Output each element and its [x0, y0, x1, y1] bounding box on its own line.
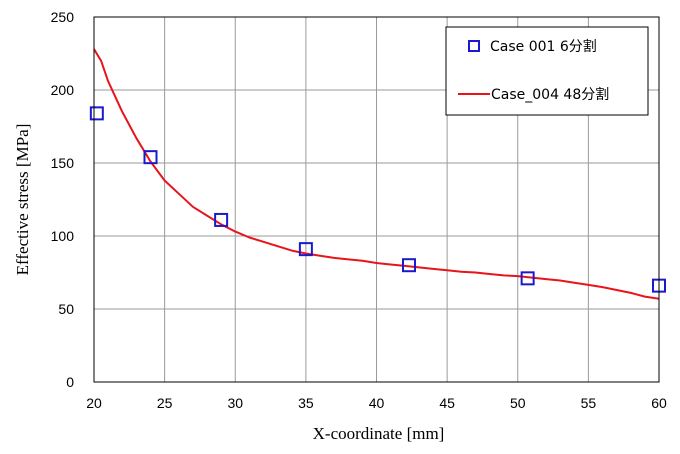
y-tick-label: 150: [51, 155, 75, 171]
y-axis-title: Effective stress [MPa]: [13, 124, 32, 276]
x-tick-label: 20: [86, 395, 102, 411]
legend-marker-square-icon: [468, 40, 480, 52]
data-point-case-001: [89, 106, 104, 121]
y-tick-label: 200: [51, 82, 75, 98]
data-point-case-001: [298, 242, 313, 257]
x-axis-title: X-coordinate [mm]: [313, 424, 445, 443]
x-tick-label: 35: [298, 395, 314, 411]
y-tick-label: 250: [51, 9, 75, 25]
x-tick-label: 45: [439, 395, 455, 411]
x-tick-label: 30: [227, 395, 243, 411]
series-line-group: [93, 48, 660, 300]
series-line-case-004: [93, 48, 660, 300]
y-tick-label: 0: [66, 374, 74, 390]
x-tick-label: 40: [369, 395, 385, 411]
x-tick-label: 50: [510, 395, 526, 411]
x-tick-labels: 20 25 30 35 40 45 50 55 60: [86, 395, 667, 411]
x-tick-label: 55: [581, 395, 597, 411]
y-tick-label: 50: [58, 301, 74, 317]
legend-label-case-001: Case 001 6分割: [490, 38, 597, 55]
data-point-case-001: [143, 150, 158, 165]
y-tick-labels: 0 50 100 150 200 250: [51, 9, 75, 390]
y-tick-label: 100: [51, 228, 75, 244]
data-point-case-001: [401, 258, 416, 273]
plot-frame: [93, 16, 660, 383]
legend-label-case-004: Case_004 48分割: [491, 86, 609, 103]
x-tick-label: 25: [157, 395, 173, 411]
legend: Case 001 6分割 Case_004 48分割: [445, 26, 649, 116]
data-point-case-001: [520, 271, 535, 286]
data-point-case-001: [214, 212, 229, 227]
x-tick-label: 60: [651, 395, 667, 411]
